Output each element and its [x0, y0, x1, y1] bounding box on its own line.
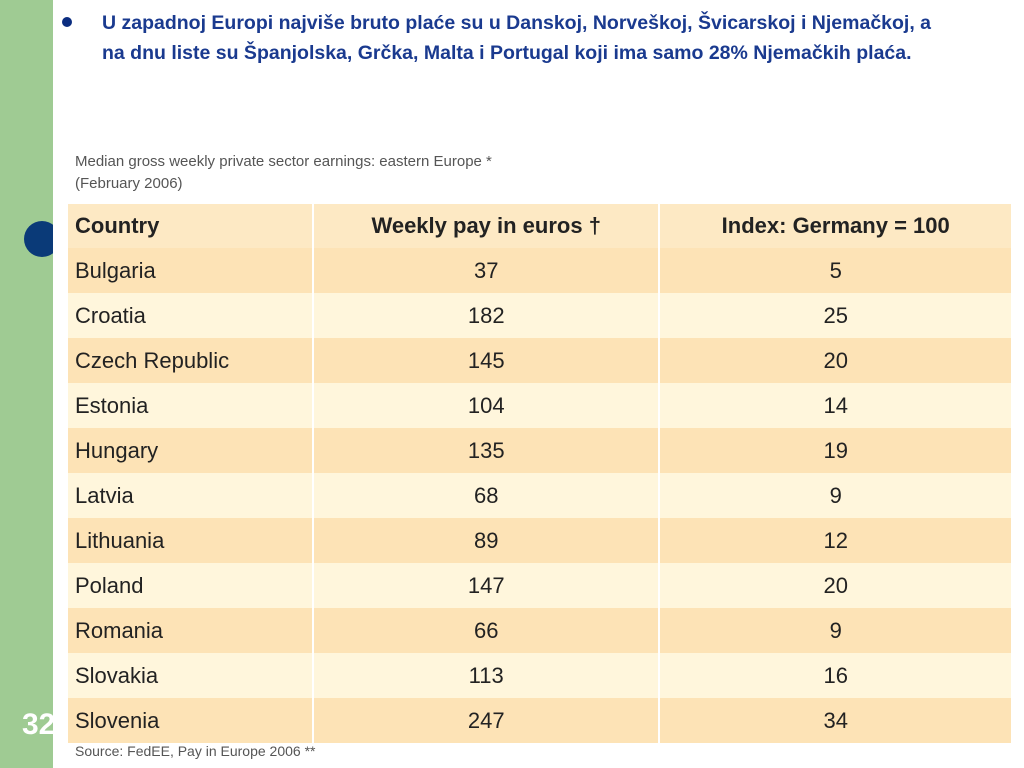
cell-weekly-pay: 66	[314, 608, 661, 653]
cell-index: 9	[660, 473, 1011, 518]
cell-index: 20	[660, 338, 1011, 383]
cell-country: Romania	[68, 608, 315, 653]
cell-weekly-pay: 68	[314, 473, 661, 518]
cell-country: Croatia	[68, 293, 315, 338]
cell-country: Latvia	[68, 473, 315, 518]
cell-weekly-pay: 145	[314, 338, 661, 383]
table-row: Estonia 104 14	[68, 383, 1011, 428]
header-index: Index: Germany = 100	[660, 204, 1011, 248]
table-title-line-2: (February 2006)	[75, 175, 183, 192]
cell-country: Lithuania	[68, 518, 315, 563]
table-row: Slovakia 113 16	[68, 653, 1011, 698]
cell-country: Hungary	[68, 428, 315, 473]
cell-index: 12	[660, 518, 1011, 563]
slide-sidebar	[0, 0, 53, 768]
cell-weekly-pay: 147	[314, 563, 661, 608]
cell-index: 20	[660, 563, 1011, 608]
source-note: Source: FedEE, Pay in Europe 2006 **	[75, 743, 316, 759]
table-row: Lithuania 89 12	[68, 518, 1011, 563]
cell-country: Czech Republic	[68, 338, 315, 383]
table-row: Slovenia 247 34	[68, 698, 1011, 743]
table-title-line-1: Median gross weekly private sector earni…	[75, 153, 492, 170]
table-row: Romania 66 9	[68, 608, 1011, 653]
cell-weekly-pay: 104	[314, 383, 661, 428]
table-row: Bulgaria 37 5	[68, 248, 1011, 293]
bullet-text: U zapadnoj Europi najviše bruto plaće su…	[102, 12, 932, 64]
cell-country: Bulgaria	[68, 248, 315, 293]
cell-index: 5	[660, 248, 1011, 293]
earnings-table: Country Weekly pay in euros † Index: Ger…	[68, 204, 1011, 743]
cell-country: Slovakia	[68, 653, 315, 698]
cell-weekly-pay: 37	[314, 248, 661, 293]
cell-index: 34	[660, 698, 1011, 743]
cell-country: Estonia	[68, 383, 315, 428]
bullet-icon	[62, 17, 72, 27]
cell-weekly-pay: 113	[314, 653, 661, 698]
earnings-table-figure: Median gross weekly private sector earni…	[53, 140, 1024, 768]
cell-weekly-pay: 247	[314, 698, 661, 743]
cell-index: 25	[660, 293, 1011, 338]
slide-number: 32	[22, 708, 53, 741]
header-weekly-pay: Weekly pay in euros †	[314, 204, 661, 248]
cell-country: Poland	[68, 563, 315, 608]
cell-index: 14	[660, 383, 1011, 428]
table-row: Croatia 182 25	[68, 293, 1011, 338]
table-row: Latvia 68 9	[68, 473, 1011, 518]
table-row: Czech Republic 145 20	[68, 338, 1011, 383]
cell-country: Slovenia	[68, 698, 315, 743]
table-header-row: Country Weekly pay in euros † Index: Ger…	[68, 204, 1011, 248]
table-row: Hungary 135 19	[68, 428, 1011, 473]
header-country: Country	[68, 204, 315, 248]
table-body: Bulgaria 37 5 Croatia 182 25 Czech Republic 145…	[68, 248, 1011, 743]
table-title: Median gross weekly private sector earni…	[75, 151, 675, 195]
cell-weekly-pay: 135	[314, 428, 661, 473]
cell-weekly-pay: 89	[314, 518, 661, 563]
cell-weekly-pay: 182	[314, 293, 661, 338]
cell-index: 9	[660, 608, 1011, 653]
cell-index: 19	[660, 428, 1011, 473]
cell-index: 16	[660, 653, 1011, 698]
table-row: Poland 147 20	[68, 563, 1011, 608]
